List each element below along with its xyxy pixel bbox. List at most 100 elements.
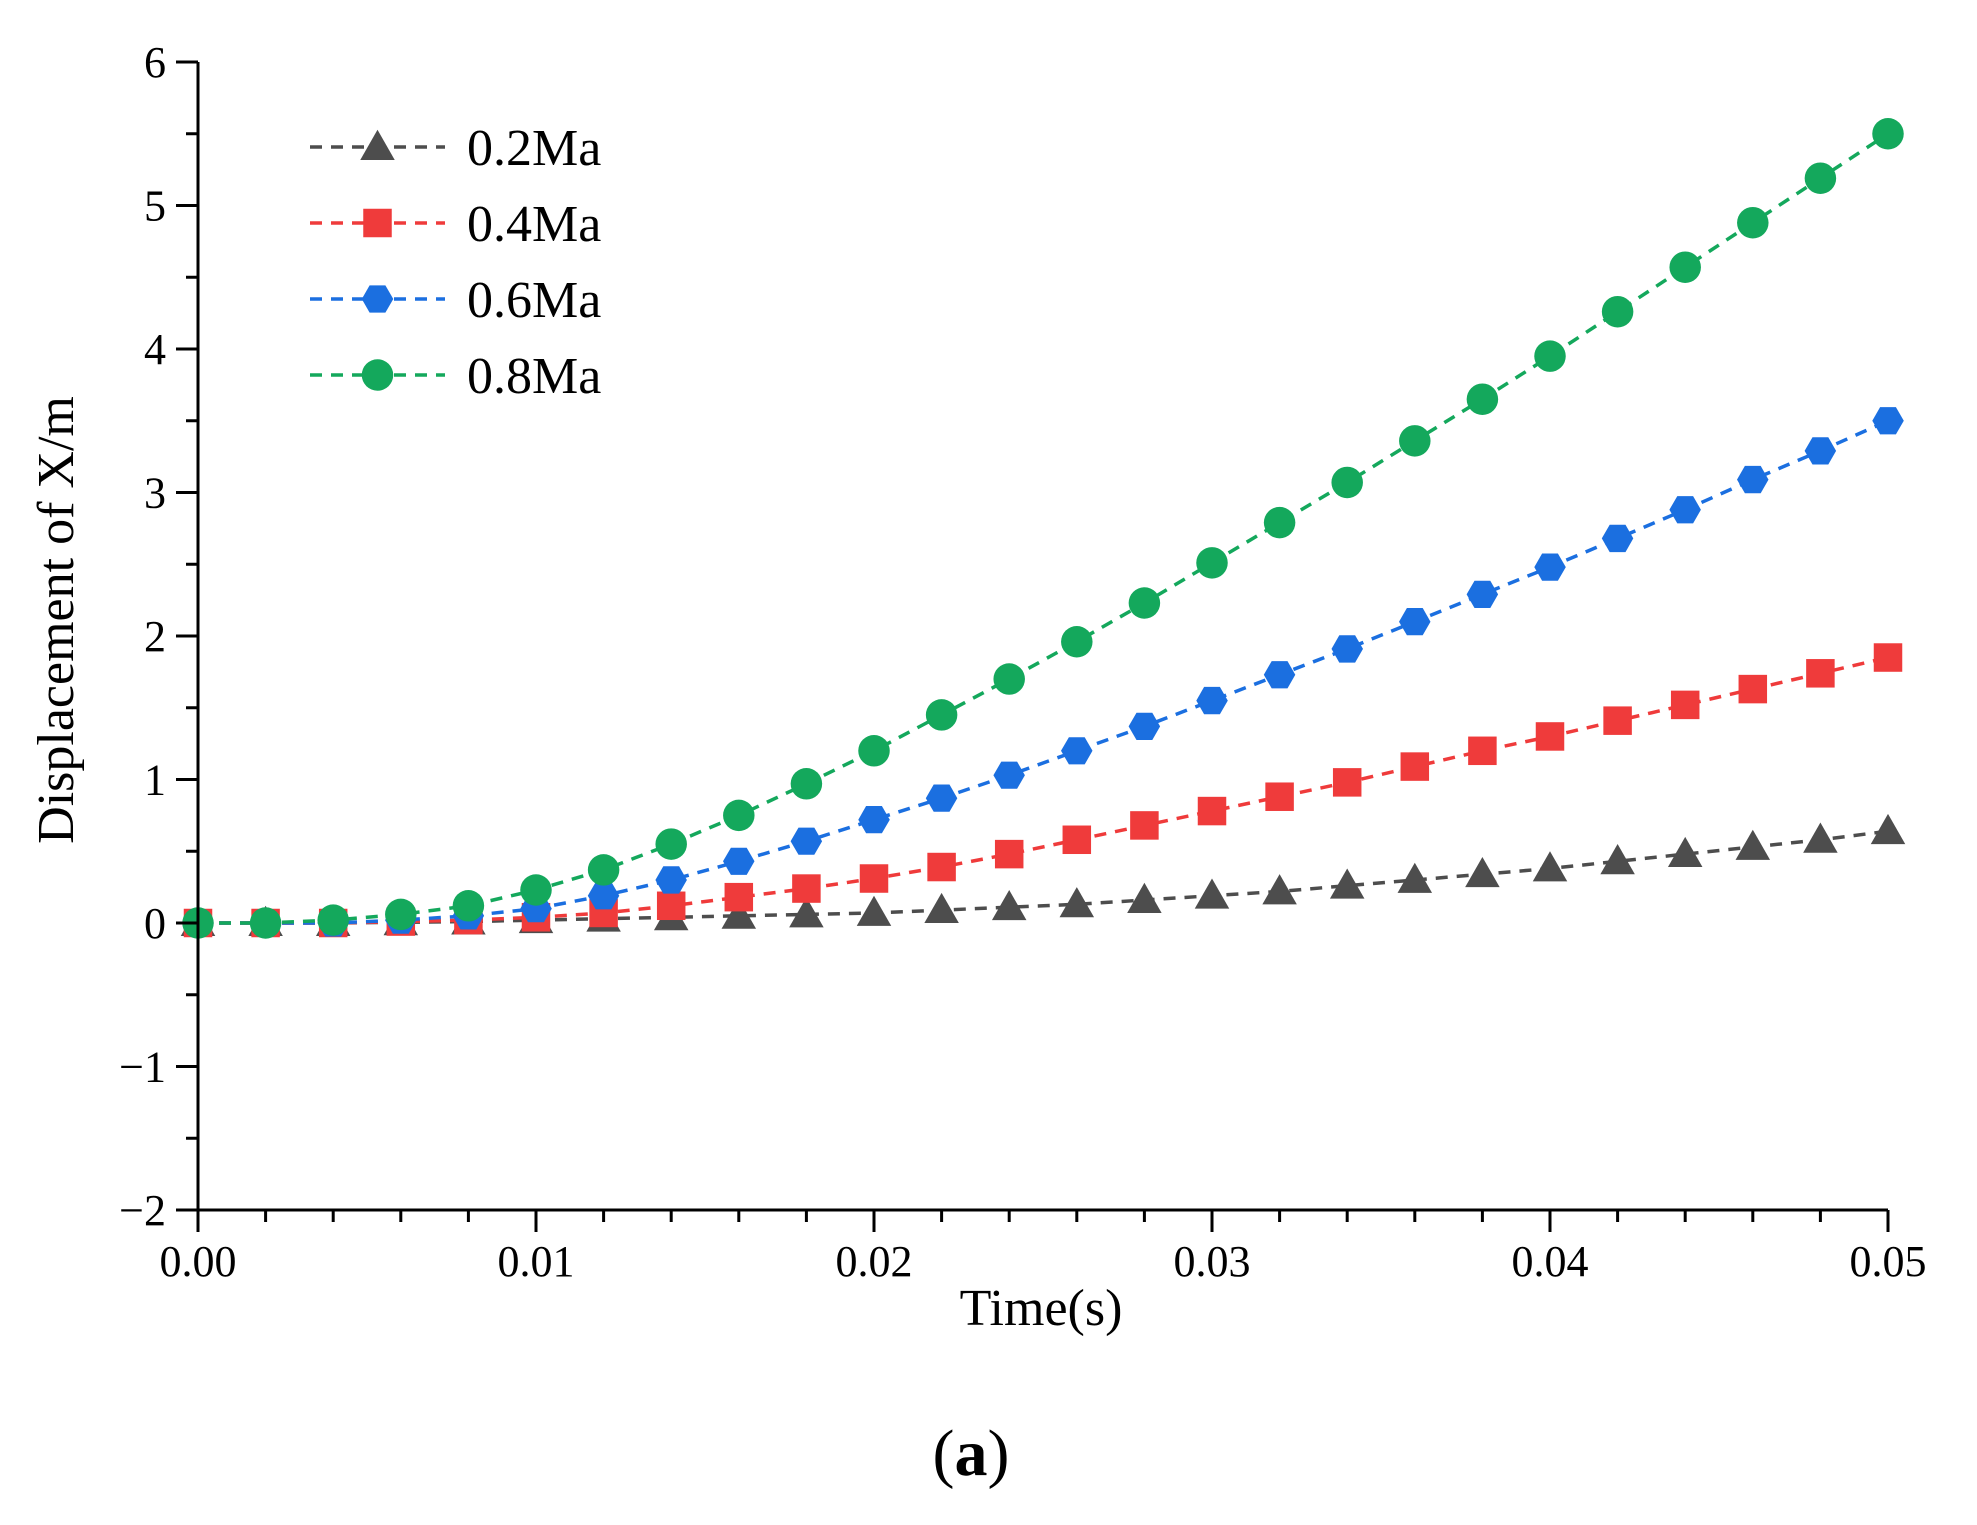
data-point	[1600, 844, 1635, 875]
data-point	[1534, 340, 1566, 372]
data-point	[1669, 496, 1701, 524]
data-point	[1329, 868, 1365, 899]
data-point	[1603, 706, 1632, 735]
x-tick-label: 0.01	[498, 1237, 575, 1286]
data-point	[1873, 643, 1903, 672]
data-point	[1872, 118, 1904, 150]
y-tick-label: −1	[119, 1043, 166, 1092]
data-point	[1194, 878, 1230, 909]
data-point	[1397, 862, 1433, 893]
y-axis-title: Displacement of X/m	[28, 396, 85, 844]
data-point	[1466, 580, 1499, 608]
data-point	[655, 866, 687, 894]
data-point	[789, 897, 824, 928]
data-point	[858, 735, 890, 767]
y-tick-label: 6	[144, 38, 166, 87]
data-point	[520, 874, 552, 906]
data-point	[1468, 736, 1497, 766]
panel-label-close: )	[988, 1417, 1010, 1490]
legend-label: 0.8Ma	[467, 348, 601, 405]
data-point	[925, 699, 958, 731]
data-point	[856, 895, 892, 926]
data-point	[1127, 882, 1162, 913]
data-point	[1738, 674, 1768, 704]
data-point	[721, 898, 757, 929]
series-0.4Ma	[183, 643, 1903, 938]
data-point	[1804, 162, 1837, 194]
data-point	[1601, 295, 1634, 328]
x-tick-label: 0.00	[160, 1237, 237, 1286]
y-tick-label: 0	[144, 899, 166, 948]
data-point	[452, 890, 485, 922]
panel-label: (a)	[933, 1417, 1010, 1490]
y-tick-label: 5	[144, 182, 166, 231]
legend-marker	[360, 129, 395, 160]
data-point	[1601, 524, 1634, 553]
data-point	[723, 847, 755, 875]
legend-entry: 0.6Ma	[310, 272, 601, 329]
data-point	[1806, 659, 1835, 688]
legend-entry: 0.8Ma	[310, 348, 601, 405]
data-point	[1400, 752, 1430, 781]
data-point	[1262, 874, 1297, 905]
data-point	[1130, 811, 1159, 840]
series-line	[198, 132, 1889, 925]
data-point	[1331, 635, 1363, 663]
x-tick-label: 0.02	[836, 1237, 913, 1286]
data-point	[1061, 737, 1093, 765]
y-tick-label: 4	[144, 325, 166, 374]
data-point	[1265, 782, 1294, 811]
legend: 0.2Ma 0.4Ma 0.6Ma 0.8Ma	[310, 120, 601, 405]
legend-entry: 0.4Ma	[310, 196, 601, 253]
data-point	[792, 874, 821, 903]
data-point	[1399, 608, 1431, 636]
data-point	[1128, 712, 1161, 740]
y-tick-label: 3	[144, 469, 166, 518]
series-line	[198, 655, 1889, 925]
data-point	[1804, 437, 1837, 465]
data-point	[994, 839, 1024, 869]
data-point	[1263, 661, 1296, 689]
legend-entry: 0.2Ma	[310, 120, 601, 177]
axes-layer: −2 −1 0 1 2 3 4 5 6 0.00 0.01 0.02 0.03 0.04 0.05	[119, 38, 1926, 1286]
data-point	[1332, 768, 1362, 797]
x-tick-label: 0.03	[1174, 1237, 1251, 1286]
legend-marker	[363, 208, 392, 238]
data-point	[993, 663, 1025, 695]
data-point	[317, 904, 349, 936]
data-point	[1737, 465, 1769, 494]
data-point	[1737, 206, 1769, 239]
data-point	[1735, 829, 1771, 860]
data-point	[1872, 407, 1904, 435]
data-point	[1399, 425, 1431, 457]
series-layer	[180, 118, 1906, 939]
panel-label-open: (	[933, 1417, 955, 1490]
legend-label: 0.4Ma	[467, 196, 601, 253]
data-point	[1870, 813, 1906, 845]
data-point	[1197, 796, 1227, 826]
panel-label-letter: a	[955, 1417, 988, 1490]
legend-marker	[361, 359, 394, 391]
data-point	[1667, 836, 1703, 868]
data-point	[587, 854, 620, 886]
x-tick-label: 0.04	[1512, 1237, 1589, 1286]
data-point	[1466, 383, 1499, 415]
data-point	[1196, 686, 1228, 715]
data-point	[1534, 553, 1566, 581]
data-point	[1196, 547, 1228, 579]
data-point	[1062, 825, 1092, 855]
legend-label: 0.6Ma	[467, 272, 601, 329]
data-point	[587, 882, 620, 910]
legend-marker	[361, 285, 394, 313]
data-point	[1670, 690, 1700, 720]
data-point	[249, 907, 282, 939]
x-axis-title: Time(s)	[960, 1280, 1123, 1337]
data-point	[655, 828, 687, 860]
data-point	[1263, 506, 1296, 539]
data-point	[1128, 587, 1161, 619]
data-point	[1535, 722, 1565, 751]
data-point	[790, 768, 823, 800]
data-point	[927, 852, 956, 882]
x-tick-label: 0.05	[1850, 1237, 1927, 1286]
